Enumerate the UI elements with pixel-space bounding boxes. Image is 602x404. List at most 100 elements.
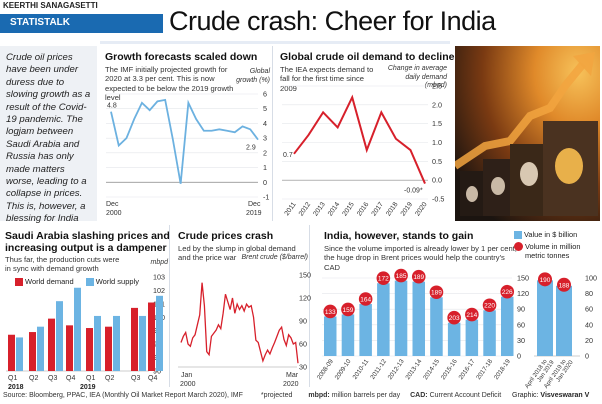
- india-ytd-volume-dot: [557, 277, 571, 292]
- india-xtick: 2009-10: [334, 358, 353, 381]
- saudi-xtick: Q2: [105, 375, 114, 382]
- headline: Crude crash: Cheer for India: [169, 6, 496, 36]
- brent-x-start-year: 2000: [180, 381, 196, 388]
- intro-text: Crude oil prices have been under duress …: [0, 46, 97, 224]
- saudi-year-2018: 2018: [8, 384, 24, 391]
- india-volume-dot: [341, 302, 355, 317]
- saudi-bar-supply: [56, 301, 63, 371]
- india-xtick: 2018-19: [493, 358, 512, 381]
- saudi-title-line2: increasing output is a dampener: [5, 242, 167, 254]
- growth-title: Growth forecasts scaled down: [105, 51, 258, 63]
- saudi-bar-supply: [37, 326, 44, 371]
- growth-last-label: 2.9: [246, 145, 256, 152]
- byline: KEERTHI SANAGASETTI: [3, 1, 98, 10]
- legend-volume: Volume in million metric tonnes: [525, 242, 581, 261]
- growth-ytick: 2: [263, 148, 267, 157]
- growth-ytick: 3: [263, 134, 267, 143]
- india-volume-label: 220: [484, 303, 495, 310]
- growth-subtitle: The IMF initially projected growth for 2…: [105, 65, 234, 103]
- brent-ylabel: Brent crude ($/barrel): [241, 254, 308, 261]
- india-volume-dot: [411, 269, 426, 284]
- photo-illustration: [455, 52, 598, 216]
- demand-ylabel: Change in average daily demand (mbpd): [387, 65, 447, 89]
- demand-ytick: 2.0: [432, 100, 442, 109]
- brent-ytick: 30: [299, 363, 307, 372]
- brent-x-end-year: 2020: [283, 381, 299, 388]
- demand-last-label: -0.09*: [404, 188, 423, 195]
- legend-swatch-value: [514, 231, 522, 240]
- india-volume-dot: [429, 285, 444, 300]
- india-volume-label: 164: [360, 297, 371, 304]
- india-annual-ytick: 60: [517, 320, 525, 329]
- india-xtick: 2016-17: [457, 358, 476, 381]
- saudi-bar-demand: [105, 326, 112, 371]
- india-annual-ytick: 120: [517, 289, 529, 298]
- india-annual-ytick: 90: [517, 305, 525, 314]
- brent-ytick: 60: [299, 340, 307, 349]
- india-xtick: 2008-09: [316, 358, 335, 381]
- india-ytd-ytick: 20: [585, 336, 593, 345]
- growth-line: [110, 98, 259, 184]
- india-value-bar: [483, 310, 496, 356]
- demand-title: Global crude oil demand to decline: [280, 51, 455, 63]
- india-ytd-ytick: 40: [585, 320, 593, 329]
- brent-ytick: 90: [299, 317, 307, 326]
- india-value-bar: [377, 283, 390, 356]
- india-volume-label: 189: [413, 274, 424, 281]
- growth-ytick: 4: [263, 119, 267, 128]
- india-ytd-value-bar: [537, 280, 553, 356]
- saudi-ylabel: mbpd: [150, 259, 168, 266]
- demand-ytick: -0.5: [432, 195, 444, 204]
- saudi-xtick: Q1: [8, 375, 17, 382]
- growth-x-start-month: Dec: [106, 201, 119, 208]
- demand-ytick: 1.0: [432, 138, 442, 147]
- growth-x-end-year: 2019: [246, 210, 262, 217]
- saudi-bar-demand: [29, 332, 36, 371]
- india-ytd-ytick: 0: [585, 352, 589, 361]
- india-ytd-volume-dot: [538, 272, 552, 287]
- india-annual-ytick: 0: [517, 352, 521, 361]
- demand-subtitle: The IEA expects demand to fall for the f…: [280, 65, 374, 93]
- saudi-xtick: Q4: [148, 375, 157, 382]
- legend-value: Value in $ billion: [524, 230, 578, 239]
- india-volume-dot: [376, 271, 391, 286]
- saudi-ytick: 103: [153, 273, 165, 282]
- growth-ytick: -1: [263, 193, 269, 202]
- india-value-bar: [447, 322, 461, 356]
- saudi-xtick: Q1: [86, 375, 95, 382]
- india-ytd-volume-label: 188: [559, 282, 570, 289]
- brent-ytick: 150: [299, 271, 311, 280]
- india-volume-label: 189: [431, 290, 442, 297]
- growth-ytick: 5: [263, 104, 267, 113]
- saudi-xtick: Q3: [48, 375, 57, 382]
- india-value-bar: [394, 280, 408, 356]
- saudi-bar-demand: [86, 328, 93, 371]
- legend-supply: World supply: [95, 277, 139, 286]
- footer-cad-def: Current Account Deficit: [429, 392, 502, 399]
- saudi-bar-supply: [74, 287, 81, 371]
- india-value-bar: [465, 319, 479, 356]
- india-annual-ytick: 30: [517, 336, 525, 345]
- saudi-bar-supply: [156, 295, 163, 371]
- saudi-bar-demand: [8, 334, 15, 371]
- growth-first-label: 4.8: [107, 103, 117, 110]
- saudi-title: Saudi Arabia slashing prices and increas…: [5, 230, 170, 254]
- india-volume-dot: [465, 307, 479, 322]
- india-volume-dot: [394, 268, 408, 283]
- saudi-bar-demand: [148, 302, 155, 371]
- india-volume-dot: [482, 298, 497, 313]
- india-value-bar: [359, 304, 372, 356]
- india-volume-label: 133: [325, 309, 336, 316]
- legend-swatch-supply: [85, 278, 94, 287]
- saudi-legend: World demand World supply: [15, 277, 139, 287]
- india-volume-dot: [358, 292, 373, 306]
- india-value-bar: [341, 314, 355, 356]
- india-ytd-ytick: 80: [585, 289, 593, 298]
- footer-projected: *projected: [260, 392, 293, 399]
- saudi-ytick: 102: [153, 286, 165, 295]
- india-xtick: 2013-14: [404, 358, 423, 381]
- india-value-bar: [501, 296, 514, 356]
- india-xtick: 2012-13: [387, 358, 406, 381]
